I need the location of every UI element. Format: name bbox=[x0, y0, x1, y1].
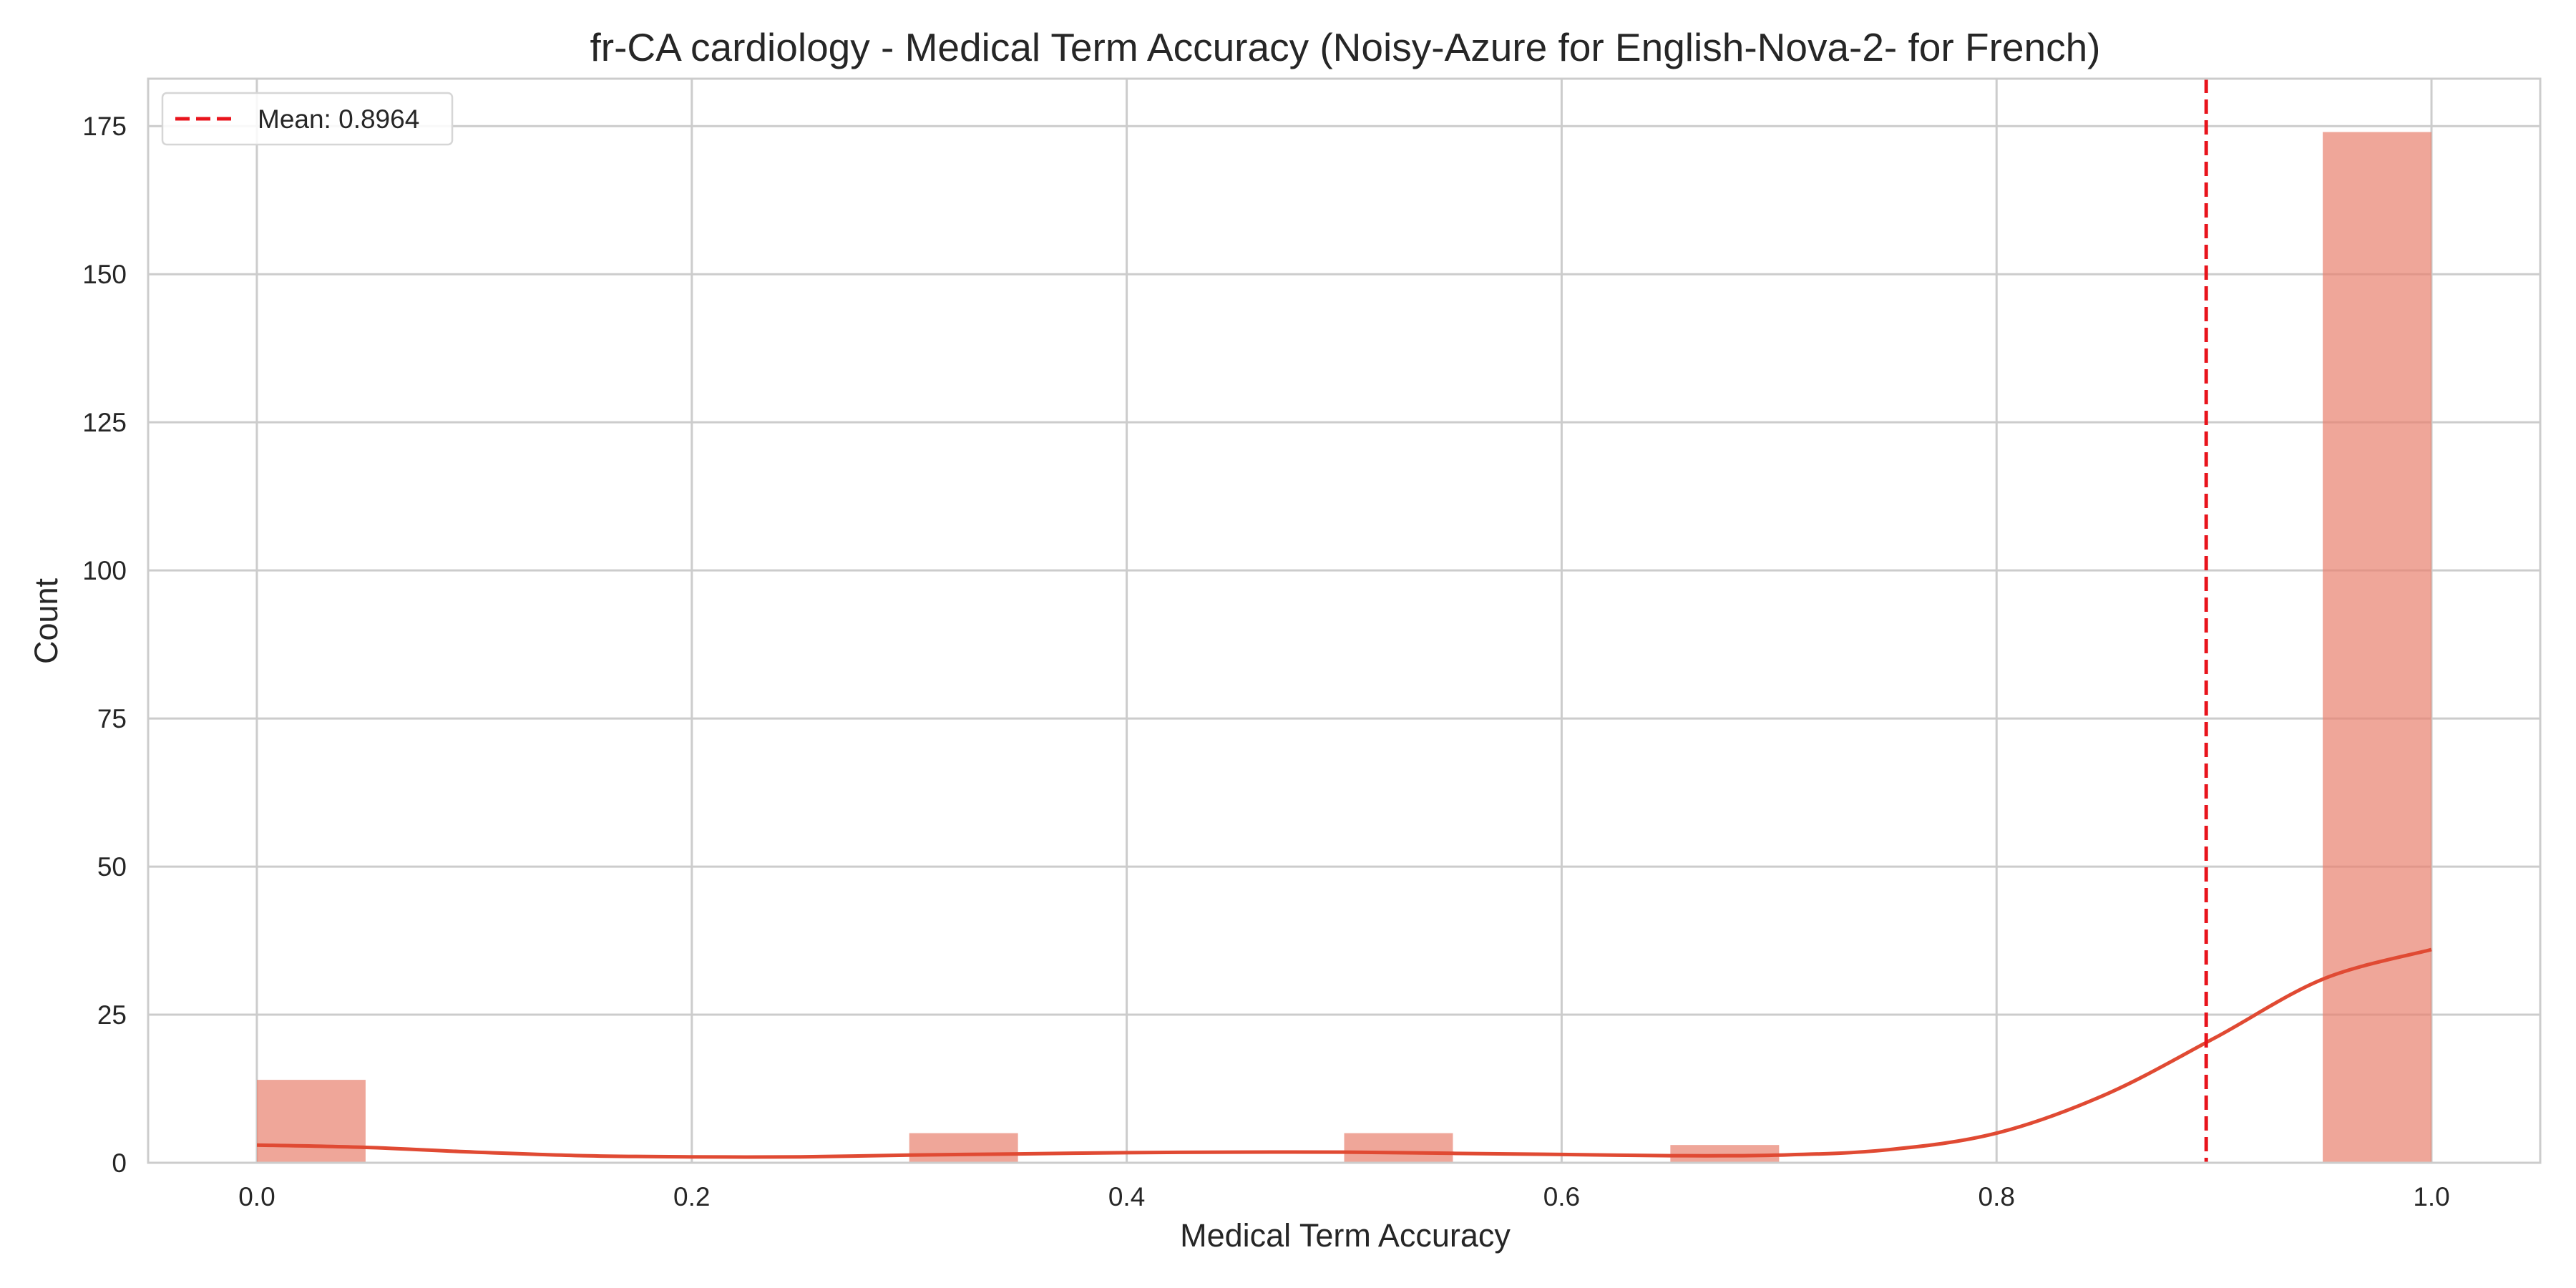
legend-box bbox=[161, 92, 454, 146]
kde-curve bbox=[256, 947, 2432, 1159]
y-tick-label: 50 bbox=[97, 852, 127, 882]
x-tick-label: 1.0 bbox=[2413, 1182, 2449, 1211]
x-tick-label: 0.0 bbox=[238, 1182, 275, 1211]
y-tick-label: 175 bbox=[82, 112, 127, 141]
y-axis-label: Count bbox=[28, 577, 64, 664]
histogram-bar bbox=[256, 1080, 366, 1163]
histogram-bar bbox=[2323, 132, 2432, 1163]
histogram-bars bbox=[256, 132, 2432, 1163]
x-axis-label: Medical Term Accuracy bbox=[1180, 1217, 1511, 1254]
y-tick-label: 0 bbox=[112, 1148, 127, 1178]
y-tick-label: 25 bbox=[97, 1000, 127, 1030]
x-tick-label: 0.4 bbox=[1108, 1182, 1145, 1211]
legend: Mean: 0.8964 bbox=[161, 92, 454, 146]
x-tick-label: 0.8 bbox=[1979, 1182, 2015, 1211]
histogram-bar bbox=[1344, 1133, 1453, 1163]
legend-label-mean: Mean: 0.8964 bbox=[258, 104, 419, 134]
histogram-bar bbox=[909, 1133, 1018, 1163]
plot-background bbox=[148, 79, 2540, 1163]
y-tick-label: 100 bbox=[82, 556, 127, 585]
plot-frame bbox=[147, 77, 2542, 1164]
y-axis-ticks: 0 25 50 75 100 125 150 175 bbox=[82, 112, 127, 1178]
y-tick-label: 75 bbox=[97, 704, 127, 733]
y-tick-label: 150 bbox=[82, 260, 127, 289]
x-axis-ticks: 0.0 0.2 0.4 0.6 0.8 1.0 bbox=[238, 1182, 2450, 1211]
x-tick-label: 0.6 bbox=[1543, 1182, 1580, 1211]
chart-title: fr-CA cardiology - Medical Term Accuracy… bbox=[590, 25, 2100, 69]
x-tick-label: 0.2 bbox=[673, 1182, 710, 1211]
y-tick-label: 125 bbox=[82, 408, 127, 437]
